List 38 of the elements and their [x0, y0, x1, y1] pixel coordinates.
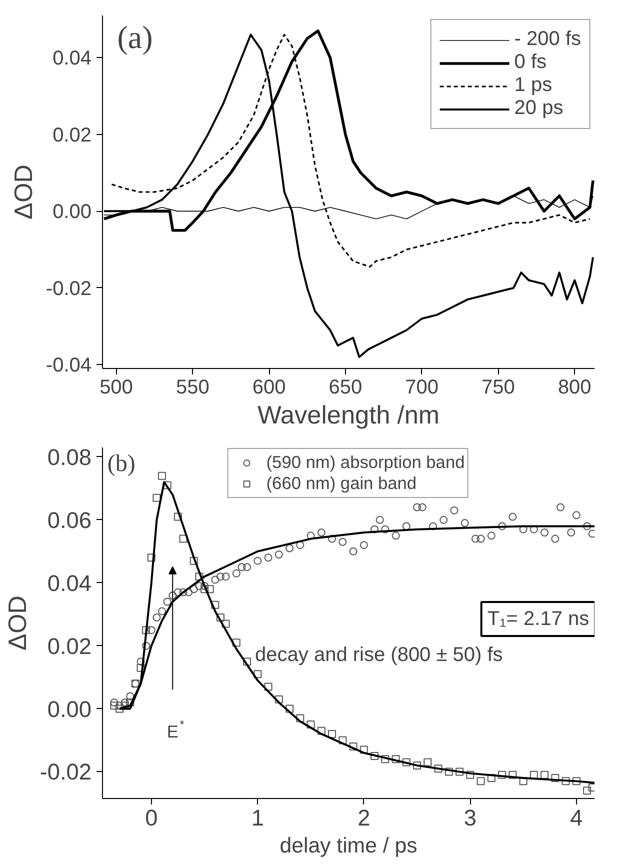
- y-tick-label: 0.06: [47, 506, 92, 533]
- legend-label: (590 nm) absorption band: [266, 452, 465, 473]
- legend-label: 0 fs: [514, 51, 547, 74]
- y-tick-label: 0.02: [52, 124, 92, 146]
- x-tick-label: 800: [558, 376, 592, 398]
- annotation: decay and rise (800 ± 50) fs: [255, 644, 503, 666]
- annotation: E*: [166, 717, 185, 742]
- y-tick-label: 0.08: [47, 444, 92, 470]
- legend-label: 1 ps: [514, 74, 552, 97]
- legend-label: - 200 fs: [514, 28, 581, 51]
- x-tick-label: 3: [464, 804, 476, 830]
- x-tick-label: 650: [328, 376, 362, 398]
- y-tick-label: 0.04: [47, 570, 92, 596]
- legend-label: (660 nm) gain band: [266, 473, 417, 494]
- y-tick-label: 0.02: [47, 632, 92, 659]
- x-tick-label: 600: [252, 376, 286, 398]
- y-axis-title: ΔOD: [10, 164, 38, 220]
- y-tick-label: -0.04: [46, 354, 92, 377]
- x-tick-label: 550: [176, 376, 210, 398]
- x-tick-label: 500: [100, 376, 133, 398]
- x-tick-label: 4: [570, 804, 583, 830]
- y-tick-label: 0.00: [52, 201, 92, 224]
- legend-label: 20 ps: [514, 97, 564, 120]
- y-tick-label: 0.00: [47, 696, 92, 722]
- y-tick-label: -0.02: [46, 278, 92, 300]
- x-axis-title: delay time / ps: [280, 834, 418, 858]
- x-tick-label: 750: [482, 376, 515, 398]
- x-tick-label: 700: [405, 376, 439, 398]
- y-axis-title: ΔOD: [4, 596, 32, 650]
- annotation: (a): [117, 19, 153, 56]
- y-tick-label: 0.04: [52, 48, 92, 70]
- annotation: T₁= 2.17 ns: [487, 608, 590, 630]
- x-tick-label: 1: [251, 804, 264, 830]
- x-axis-title: Wavelength /nm: [257, 402, 440, 430]
- y-tick-label: -0.02: [40, 758, 92, 785]
- annotation: (b): [107, 451, 136, 478]
- x-tick-label: 0: [145, 804, 158, 830]
- x-tick-label: 2: [358, 804, 370, 830]
